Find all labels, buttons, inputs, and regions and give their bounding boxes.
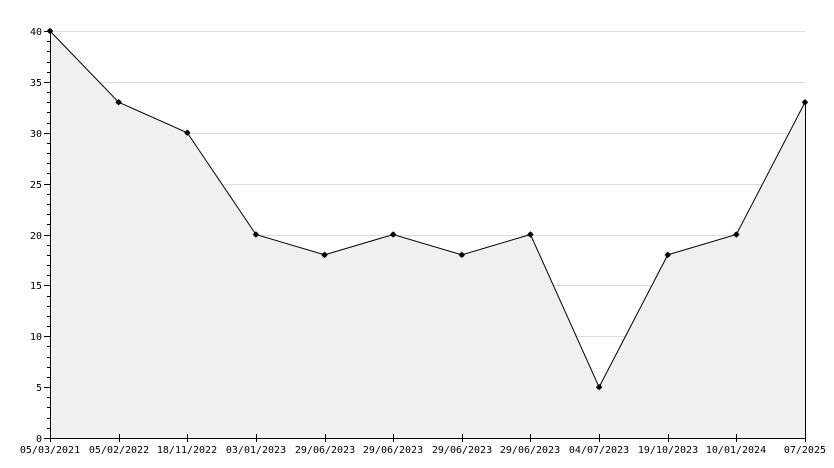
y-tick-label: 30 <box>30 129 42 140</box>
x-tick-label: 29/06/2023 <box>295 445 355 456</box>
data-point <box>733 231 740 238</box>
data-point <box>664 251 671 258</box>
x-tick-label: 05/03/2021 <box>20 445 80 456</box>
x-tick-label: 19/10/2023 <box>638 445 698 456</box>
data-point <box>802 99 808 106</box>
data-point <box>252 231 259 238</box>
y-minor-ticks <box>44 31 50 439</box>
y-tick-label: 40 <box>30 27 42 38</box>
x-tick-label: 05/02/2022 <box>89 445 149 456</box>
data-point <box>321 251 328 258</box>
y-tick-label: 35 <box>30 78 42 89</box>
x-tick-label: 29/06/2023 <box>500 445 560 456</box>
y-tick-label: 0 <box>36 434 42 445</box>
data-point <box>115 99 122 106</box>
y-tick-label: 10 <box>30 332 42 343</box>
y-tick-label: 5 <box>36 383 42 394</box>
y-tick-label: 20 <box>30 231 42 242</box>
x-tick-label: 10/01/2024 <box>706 445 766 456</box>
x-tick-label: 04/07/2023 <box>569 445 629 456</box>
x-tick-label: 29/06/2023 <box>363 445 423 456</box>
x-tick-label: 29/06/2023 <box>432 445 492 456</box>
y-tick-label: 25 <box>30 180 42 191</box>
data-point <box>47 28 53 34</box>
data-point <box>184 129 191 136</box>
data-point <box>390 231 397 238</box>
data-markers <box>47 28 808 391</box>
data-point <box>458 251 465 258</box>
series-line <box>49 30 806 389</box>
y-tick-labels: 0 5 10 15 20 25 30 35 40 <box>30 27 42 445</box>
x-tick-label: 07/2025 <box>784 445 826 456</box>
area-fill <box>50 31 805 438</box>
x-tick-label: 03/01/2023 <box>226 445 286 456</box>
data-point <box>527 231 534 238</box>
data-point <box>596 384 603 391</box>
y-tick-label: 15 <box>30 281 42 292</box>
x-tick-label: 18/11/2022 <box>157 445 217 456</box>
x-tick-labels: 05/03/2021 05/02/2022 18/11/2022 03/01/2023… <box>20 445 826 456</box>
